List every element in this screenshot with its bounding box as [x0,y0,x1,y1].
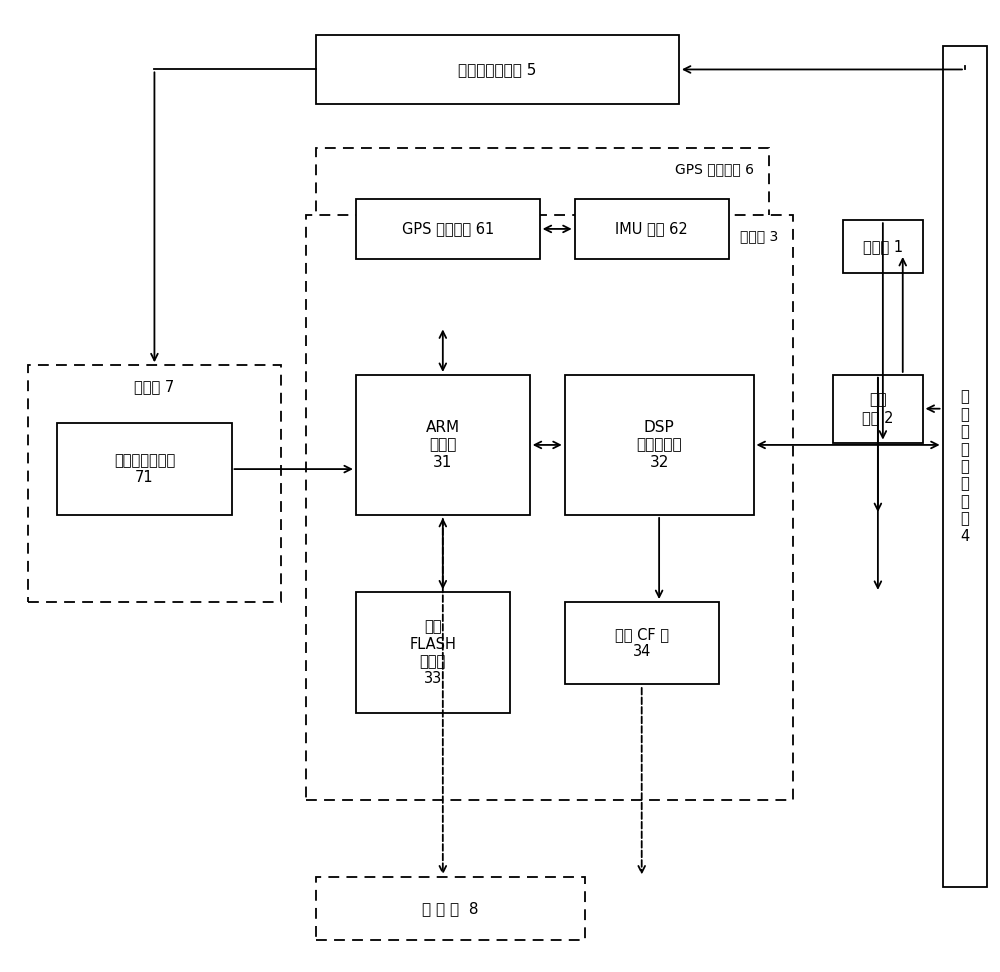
Bar [28,365,281,602]
Bar [943,47,987,887]
Bar [356,375,530,515]
Text: 无人机控制系统
71: 无人机控制系统 71 [114,453,175,485]
Bar [565,375,754,515]
Bar [316,878,585,940]
Bar [843,221,923,273]
Bar [356,199,540,259]
Text: 高速
FLASH
存储器
33: 高速 FLASH 存储器 33 [409,619,456,686]
Text: 高
光
谱
成
像
光
谱
仪
4: 高 光 谱 成 像 光 谱 仪 4 [960,390,970,543]
Text: 采控盒 3: 采控盒 3 [740,229,778,244]
Text: DSP
图像处理器
32: DSP 图像处理器 32 [636,420,682,469]
Text: 无人机 7: 无人机 7 [134,379,175,394]
Text: ARM
处理器
31: ARM 处理器 31 [426,420,460,469]
Text: IMU 惯导 62: IMU 惯导 62 [615,222,688,236]
Text: 锂电池 1: 锂电池 1 [863,239,903,255]
Bar [306,216,793,800]
Text: 高速 CF 卡
34: 高速 CF 卡 34 [615,627,669,659]
Bar [575,199,729,259]
Bar [833,375,923,442]
Text: GPS 辅助惯导 6: GPS 辅助惯导 6 [675,162,754,176]
Text: 陀螺仪稳定平台 5: 陀螺仪稳定平台 5 [458,62,537,77]
Bar [57,423,232,515]
Bar [565,602,719,684]
Text: GPS 接收模块 61: GPS 接收模块 61 [402,222,494,236]
Bar [316,35,679,104]
Bar [356,592,510,713]
Bar [316,148,768,327]
Text: 供电
电路 2: 供电 电路 2 [862,393,894,425]
Text: 上 位 机  8: 上 位 机 8 [422,901,479,917]
